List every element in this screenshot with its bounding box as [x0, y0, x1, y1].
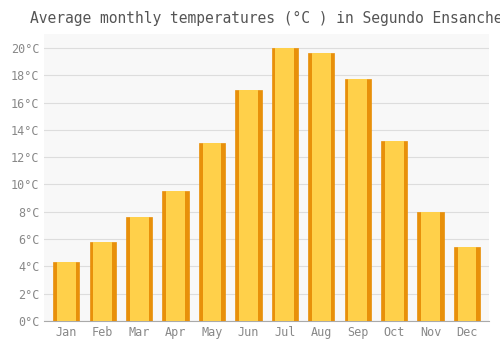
Bar	[458, 247, 476, 321]
Bar	[384, 141, 404, 321]
Bar	[199, 144, 225, 321]
Bar	[421, 212, 440, 321]
Bar	[126, 217, 152, 321]
Bar	[272, 48, 298, 321]
Bar	[57, 262, 76, 321]
Bar	[236, 90, 262, 321]
Bar	[53, 262, 80, 321]
Bar	[381, 141, 407, 321]
Bar	[454, 247, 480, 321]
Bar	[418, 212, 444, 321]
Bar	[312, 53, 331, 321]
Bar	[348, 79, 367, 321]
Bar	[308, 53, 334, 321]
Bar	[344, 79, 371, 321]
Bar	[162, 191, 188, 321]
Bar	[90, 242, 116, 321]
Bar	[166, 191, 185, 321]
Bar	[94, 242, 112, 321]
Bar	[276, 48, 294, 321]
Title: Average monthly temperatures (°C ) in Segundo Ensanche: Average monthly temperatures (°C ) in Se…	[30, 11, 500, 26]
Bar	[130, 217, 148, 321]
Bar	[239, 90, 258, 321]
Bar	[202, 144, 222, 321]
